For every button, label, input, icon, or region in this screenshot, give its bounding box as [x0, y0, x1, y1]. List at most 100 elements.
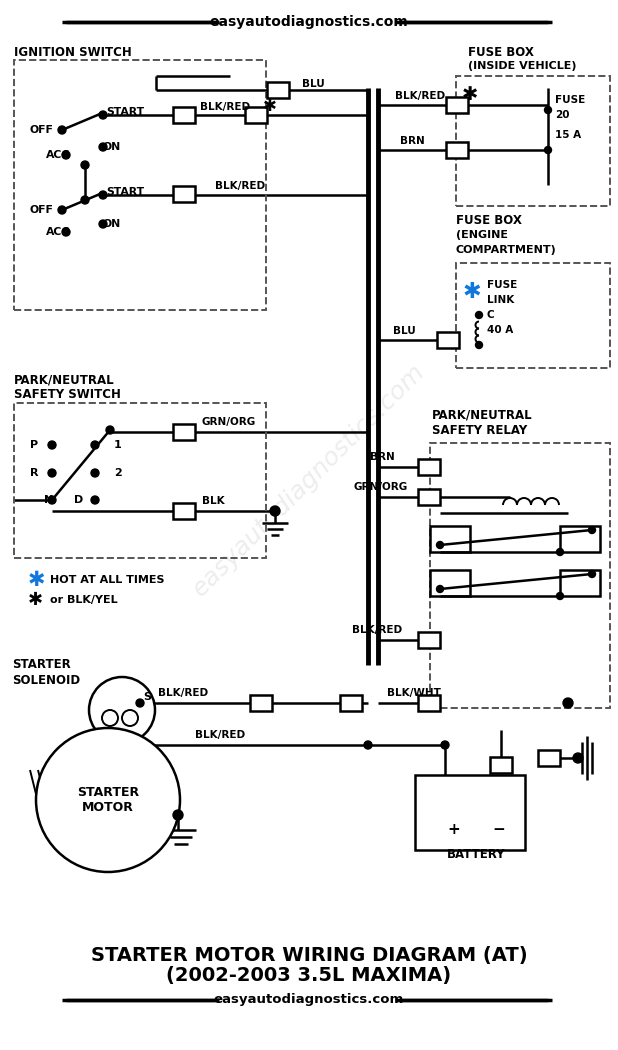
Circle shape [81, 196, 89, 204]
Circle shape [544, 147, 551, 153]
Text: or BLK/YEL: or BLK/YEL [50, 595, 117, 605]
Text: STARTER
MOTOR: STARTER MOTOR [77, 786, 139, 814]
Bar [538, 750, 560, 766]
Circle shape [48, 496, 56, 504]
Text: FUSE: FUSE [487, 280, 517, 290]
Text: IGNITION SWITCH: IGNITION SWITCH [14, 45, 132, 59]
Text: GRN/ORG: GRN/ORG [202, 417, 256, 427]
Text: STARTER: STARTER [12, 658, 70, 672]
Text: easyautodiagnostics.com: easyautodiagnostics.com [188, 359, 430, 601]
Text: GRN/ORG: GRN/ORG [354, 482, 408, 492]
Text: (INSIDE VEHICLE): (INSIDE VEHICLE) [468, 61, 577, 71]
Text: BLU: BLU [393, 326, 416, 336]
Text: BLK: BLK [202, 496, 224, 506]
Circle shape [588, 570, 596, 578]
Circle shape [436, 586, 444, 592]
Bar [173, 424, 195, 440]
Text: FUSE: FUSE [555, 94, 585, 105]
Text: PARK/NEUTRAL: PARK/NEUTRAL [14, 374, 114, 386]
Text: 2: 2 [114, 468, 122, 478]
Circle shape [573, 753, 583, 763]
Text: 15 A: 15 A [555, 130, 581, 140]
Circle shape [122, 710, 138, 726]
Bar [267, 82, 289, 98]
Circle shape [58, 126, 66, 134]
Bar [415, 775, 525, 850]
Text: BATTERY: BATTERY [447, 848, 506, 861]
Text: ACC: ACC [46, 227, 70, 237]
Text: easyautodiagnostics.com: easyautodiagnostics.com [214, 993, 404, 1007]
Bar [446, 142, 468, 157]
Circle shape [475, 312, 483, 318]
Text: −: − [492, 822, 505, 838]
Text: 1: 1 [114, 440, 122, 450]
Bar [418, 632, 440, 648]
Circle shape [102, 710, 118, 726]
Text: ✱: ✱ [28, 570, 46, 590]
Text: SAFETY RELAY: SAFETY RELAY [432, 423, 527, 437]
Circle shape [58, 206, 66, 214]
Text: BLK/RED: BLK/RED [215, 181, 265, 191]
Circle shape [36, 728, 180, 872]
Circle shape [91, 441, 99, 449]
Bar [245, 107, 267, 123]
Circle shape [441, 741, 449, 749]
Bar [560, 570, 600, 596]
Text: N: N [44, 495, 53, 505]
Text: +: + [447, 822, 460, 838]
Circle shape [270, 506, 280, 516]
Circle shape [81, 161, 89, 169]
Text: ✱: ✱ [463, 282, 481, 302]
Text: BLU: BLU [302, 79, 324, 89]
Circle shape [91, 496, 99, 504]
Text: ON: ON [103, 142, 121, 152]
Text: SAFETY SWITCH: SAFETY SWITCH [14, 388, 121, 401]
Circle shape [89, 677, 155, 743]
Circle shape [48, 441, 56, 449]
Text: OFF: OFF [30, 205, 54, 215]
Text: BLK/RED: BLK/RED [395, 91, 445, 101]
Text: START: START [106, 107, 144, 117]
Text: C: C [487, 310, 494, 320]
Text: ✱: ✱ [462, 85, 478, 105]
Text: R: R [30, 468, 38, 478]
Bar [446, 97, 468, 113]
Bar [430, 526, 470, 552]
Bar [14, 60, 266, 310]
Text: BLK/WHT: BLK/WHT [387, 688, 441, 698]
Bar [456, 262, 610, 368]
Circle shape [475, 341, 483, 349]
Circle shape [544, 106, 551, 113]
Text: PARK/NEUTRAL: PARK/NEUTRAL [432, 408, 533, 421]
Bar [437, 332, 459, 348]
Bar [173, 107, 195, 123]
Bar [14, 403, 266, 558]
Text: OFF: OFF [30, 125, 54, 135]
Text: 20: 20 [555, 110, 570, 120]
Bar [430, 443, 610, 708]
Circle shape [99, 143, 107, 151]
Circle shape [62, 228, 70, 236]
Bar [418, 695, 440, 711]
Bar [418, 459, 440, 475]
Text: START: START [106, 187, 144, 197]
Bar [490, 757, 512, 773]
Text: P: P [30, 440, 38, 450]
Text: FUSE BOX: FUSE BOX [468, 45, 534, 59]
Text: ACC: ACC [46, 150, 70, 160]
Text: BRN: BRN [400, 136, 425, 146]
Circle shape [136, 699, 144, 707]
Circle shape [62, 151, 70, 159]
Circle shape [563, 698, 573, 708]
Text: (2002-2003 3.5L MAXIMA): (2002-2003 3.5L MAXIMA) [166, 966, 452, 985]
Text: BLK/RED: BLK/RED [195, 730, 245, 740]
Text: SOLENOID: SOLENOID [12, 673, 80, 687]
Text: 40 A: 40 A [487, 326, 514, 335]
Bar [418, 489, 440, 505]
Circle shape [173, 810, 183, 820]
Circle shape [99, 220, 107, 228]
Text: LINK: LINK [487, 295, 514, 304]
Text: (ENGINE: (ENGINE [456, 230, 508, 240]
Text: BLK/RED: BLK/RED [352, 625, 402, 635]
Text: D: D [74, 495, 83, 505]
